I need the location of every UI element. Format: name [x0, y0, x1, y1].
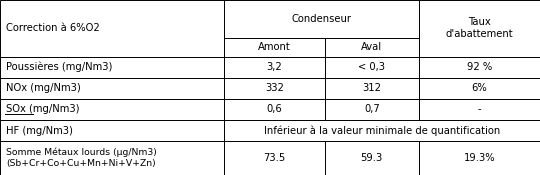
Text: 6%: 6% [471, 83, 487, 93]
Bar [325, 99, 418, 120]
Bar [0, 141, 224, 175]
Bar [418, 78, 540, 99]
Text: Somme Métaux lourds (µg/Nm3)
(Sb+Cr+Co+Cu+Mn+Ni+V+Zn): Somme Métaux lourds (µg/Nm3) (Sb+Cr+Co+C… [6, 148, 157, 168]
Bar [0, 120, 224, 141]
Text: 92 %: 92 % [467, 62, 492, 72]
Bar [224, 120, 540, 141]
Bar [325, 78, 418, 99]
Bar [224, 38, 325, 57]
Text: 0,6: 0,6 [267, 104, 282, 114]
Text: HF (mg/Nm3): HF (mg/Nm3) [6, 126, 73, 136]
Text: 0,7: 0,7 [364, 104, 380, 114]
Text: 59.3: 59.3 [361, 153, 383, 163]
Bar [224, 0, 418, 38]
Text: 3,2: 3,2 [267, 62, 282, 72]
Text: Inférieur à la valeur minimale de quantification: Inférieur à la valeur minimale de quanti… [264, 125, 500, 136]
Bar [224, 99, 325, 120]
Text: -: - [477, 104, 481, 114]
Bar [418, 57, 540, 78]
Bar [325, 57, 418, 78]
Bar [418, 141, 540, 175]
Text: Amont: Amont [258, 42, 291, 52]
Text: Correction à 6%O2: Correction à 6%O2 [6, 23, 100, 33]
Text: Aval: Aval [361, 42, 382, 52]
Bar [418, 0, 540, 57]
Text: Condenseur: Condenseur [291, 14, 352, 24]
Text: < 0,3: < 0,3 [359, 62, 386, 72]
Bar [418, 99, 540, 120]
Text: SOx (mg/Nm3): SOx (mg/Nm3) [6, 104, 80, 114]
Bar [325, 141, 418, 175]
Text: Taux
d'abattement: Taux d'abattement [446, 17, 513, 39]
Bar [0, 78, 224, 99]
Bar [0, 57, 224, 78]
Text: Poussières (mg/Nm3): Poussières (mg/Nm3) [6, 62, 113, 72]
Bar [224, 57, 325, 78]
Text: 332: 332 [265, 83, 284, 93]
Text: 19.3%: 19.3% [463, 153, 495, 163]
Bar [224, 141, 325, 175]
Text: 73.5: 73.5 [264, 153, 286, 163]
Bar [0, 0, 224, 57]
Bar [224, 78, 325, 99]
Text: NOx (mg/Nm3): NOx (mg/Nm3) [6, 83, 81, 93]
Bar [325, 38, 418, 57]
Text: 312: 312 [362, 83, 381, 93]
Bar [0, 99, 224, 120]
